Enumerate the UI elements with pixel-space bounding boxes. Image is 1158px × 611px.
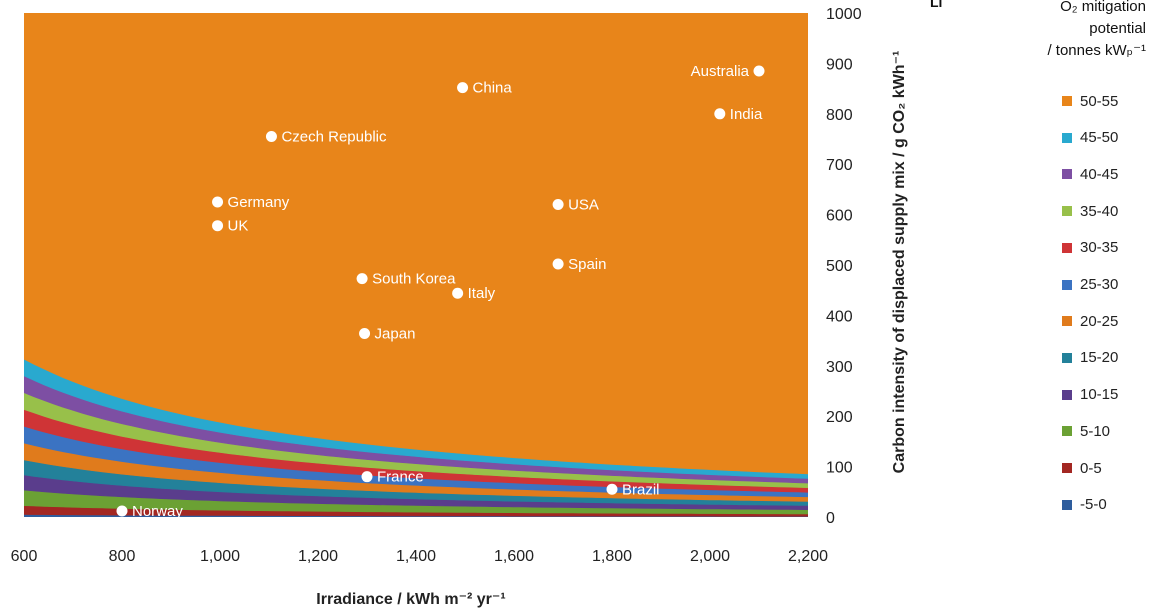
legend-swatch — [1062, 279, 1072, 290]
x-axis-title: Irradiance / kWh m⁻² yr⁻¹ — [316, 591, 505, 608]
contour-bands — [24, 13, 808, 517]
contour-band-50-55 — [24, 13, 808, 475]
x-tick-label: 1,200 — [298, 548, 338, 565]
point-south-korea — [356, 273, 368, 285]
y-tick-label: 500 — [826, 258, 853, 275]
legend-label: 35-40 — [1080, 202, 1119, 220]
legend-item: 30-35 — [1062, 239, 1118, 257]
legend: Li O₂ mitigation potential / tonnes kWₚ⁻… — [930, 0, 1158, 560]
point-label-france: France — [377, 469, 424, 486]
legend-swatch — [1062, 389, 1072, 400]
legend-item: 5-10 — [1062, 422, 1110, 440]
legend-title-fragment: Li — [930, 0, 943, 10]
point-label-czech-republic: Czech Republic — [281, 128, 387, 145]
legend-item: 40-45 — [1062, 165, 1118, 183]
y-tick-label: 900 — [826, 56, 853, 73]
y-tick-label: 800 — [826, 107, 853, 124]
point-label-japan: Japan — [375, 326, 416, 343]
legend-label: 25-30 — [1080, 276, 1119, 293]
y-tick-label: 700 — [826, 157, 853, 174]
point-label-brazil: Brazil — [622, 481, 660, 498]
point-brazil — [606, 483, 618, 495]
legend-item: 25-30 — [1062, 276, 1118, 294]
point-uk — [212, 220, 224, 232]
y-tick-label: 1000 — [826, 6, 862, 23]
point-label-india: India — [730, 106, 763, 123]
legend-label: 20-25 — [1080, 312, 1119, 330]
legend-swatch — [1062, 352, 1072, 363]
legend-item: 50-55 — [1062, 92, 1118, 110]
legend-item: 35-40 — [1062, 202, 1118, 220]
legend-item: 20-25 — [1062, 312, 1118, 330]
point-japan — [359, 328, 371, 340]
legend-item: 0-5 — [1062, 459, 1102, 477]
point-india — [714, 108, 726, 120]
point-label-australia: Australia — [691, 63, 750, 80]
point-china — [457, 82, 469, 94]
legend-swatch — [1062, 206, 1072, 217]
legend-label: 15-20 — [1080, 349, 1119, 367]
legend-title-line-2: potential — [1089, 20, 1146, 37]
x-tick-label: 600 — [11, 548, 38, 565]
country-points: Australia China India Czech Republic Germany… — [116, 63, 765, 520]
legend-title-line-1: O₂ mitigation — [1060, 0, 1146, 15]
point-label-germany: Germany — [228, 194, 290, 211]
point-spain — [552, 258, 564, 270]
y-tick-label: 600 — [826, 208, 853, 225]
point-germany — [212, 196, 224, 208]
legend-label: 50-55 — [1080, 92, 1119, 110]
legend-swatch — [1062, 96, 1072, 106]
x-tick-label: 1,400 — [396, 548, 436, 565]
legend-swatch — [1062, 463, 1072, 473]
legend-item: 15-20 — [1062, 349, 1118, 367]
legend-swatch — [1062, 499, 1072, 510]
legend-item: -5-0 — [1062, 496, 1107, 514]
x-tick-label: 2,200 — [788, 548, 828, 565]
legend-label: 0-5 — [1080, 459, 1102, 477]
point-label-south-korea: South Korea — [372, 271, 456, 288]
legend-title-line-3: / tonnes kWₚ⁻¹ — [1047, 42, 1146, 59]
point-label-uk: UK — [228, 218, 249, 235]
x-tick-label: 800 — [109, 548, 136, 565]
legend-label: 30-35 — [1080, 239, 1119, 257]
x-axis-ticks: 600 800 1,000 1,200 1,400 1,600 1,800 2,000 2,20… — [11, 548, 828, 565]
legend-label: 45-50 — [1080, 129, 1119, 147]
point-label-usa: USA — [568, 197, 599, 214]
legend-label: 5-10 — [1080, 422, 1111, 440]
point-france — [361, 471, 373, 483]
legend-swatch — [1062, 132, 1072, 143]
y-tick-label: 400 — [826, 308, 853, 325]
legend-item: 45-50 — [1062, 129, 1118, 147]
legend-swatch — [1062, 426, 1072, 437]
x-tick-label: 2,000 — [690, 548, 730, 565]
point-australia — [753, 65, 765, 77]
legend-title: O₂ mitigation potential / tonnes kWₚ⁻¹ — [1047, 0, 1146, 62]
x-tick-label: 1,000 — [200, 548, 240, 565]
y-tick-label: 0 — [826, 510, 835, 527]
x-tick-label: 1,800 — [592, 548, 632, 565]
point-label-china: China — [473, 80, 513, 97]
point-label-italy: Italy — [468, 285, 496, 302]
legend-label: 40-45 — [1080, 165, 1119, 183]
x-tick-label: 1,600 — [494, 548, 534, 565]
legend-swatch — [1062, 242, 1072, 253]
point-label-spain: Spain — [568, 256, 606, 273]
legend-swatch — [1062, 316, 1072, 327]
legend-swatch — [1062, 169, 1072, 180]
legend-label: -5-0 — [1080, 496, 1107, 514]
y-tick-label: 100 — [826, 460, 853, 477]
point-label-norway: Norway — [132, 503, 183, 520]
y-tick-label: 200 — [826, 409, 853, 426]
legend-item: 10-15 — [1062, 386, 1118, 404]
y-axis-title: Carbon intensity of displaced supply mix… — [891, 51, 908, 474]
point-czech-republic — [265, 130, 277, 142]
y-axis-ticks: 0 100 200 300 400 500 600 700 800 900 1000 — [826, 6, 862, 527]
point-italy — [452, 287, 464, 299]
y-tick-label: 300 — [826, 359, 853, 376]
point-usa — [552, 199, 564, 211]
point-norway — [116, 505, 128, 517]
legend-label: 10-15 — [1080, 386, 1119, 404]
